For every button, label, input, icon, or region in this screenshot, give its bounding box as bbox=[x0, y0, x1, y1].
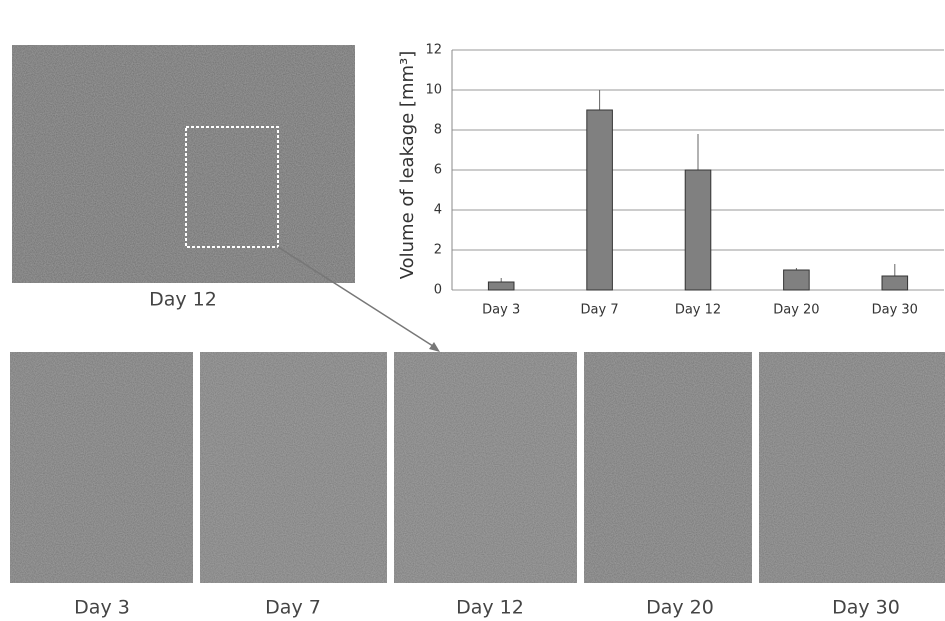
bar bbox=[488, 282, 514, 290]
panels bbox=[10, 352, 945, 583]
x-tick-label: Day 30 bbox=[872, 303, 918, 318]
bar bbox=[587, 110, 613, 290]
panel-label: Day 3 bbox=[74, 597, 130, 619]
y-tick-label: 10 bbox=[425, 83, 442, 98]
bar bbox=[685, 170, 711, 290]
x-tick-label: Day 12 bbox=[675, 303, 721, 318]
y-tick-label: 12 bbox=[425, 43, 442, 58]
y-tick-label: 8 bbox=[434, 123, 442, 138]
panel-label: Day 20 bbox=[646, 597, 714, 619]
panel-label: Day 7 bbox=[265, 597, 321, 619]
overview-image bbox=[12, 45, 355, 283]
y-tick-label: 4 bbox=[434, 203, 442, 218]
arrow-head bbox=[429, 342, 440, 352]
page: {"chart_data": {"type": "bar", "y_label"… bbox=[0, 0, 945, 621]
panel-label: Day 12 bbox=[456, 597, 524, 619]
y-axis-label: Volume of leakage [mm³] bbox=[397, 51, 418, 280]
y-tick-label: 2 bbox=[434, 243, 442, 258]
x-tick-label: Day 3 bbox=[482, 303, 520, 318]
bar bbox=[882, 276, 908, 290]
figure: Day 12 Day 3 Day 7 Day 12 Day 20 Day 30 … bbox=[0, 0, 945, 621]
panel-label: Day 30 bbox=[832, 597, 900, 619]
x-tick-label: Day 7 bbox=[581, 303, 619, 318]
y-tick-label: 6 bbox=[434, 163, 442, 178]
y-tick-label: 0 bbox=[434, 283, 442, 298]
bar bbox=[784, 270, 810, 290]
overview-label: Day 12 bbox=[149, 289, 217, 311]
x-tick-label: Day 20 bbox=[773, 303, 819, 318]
